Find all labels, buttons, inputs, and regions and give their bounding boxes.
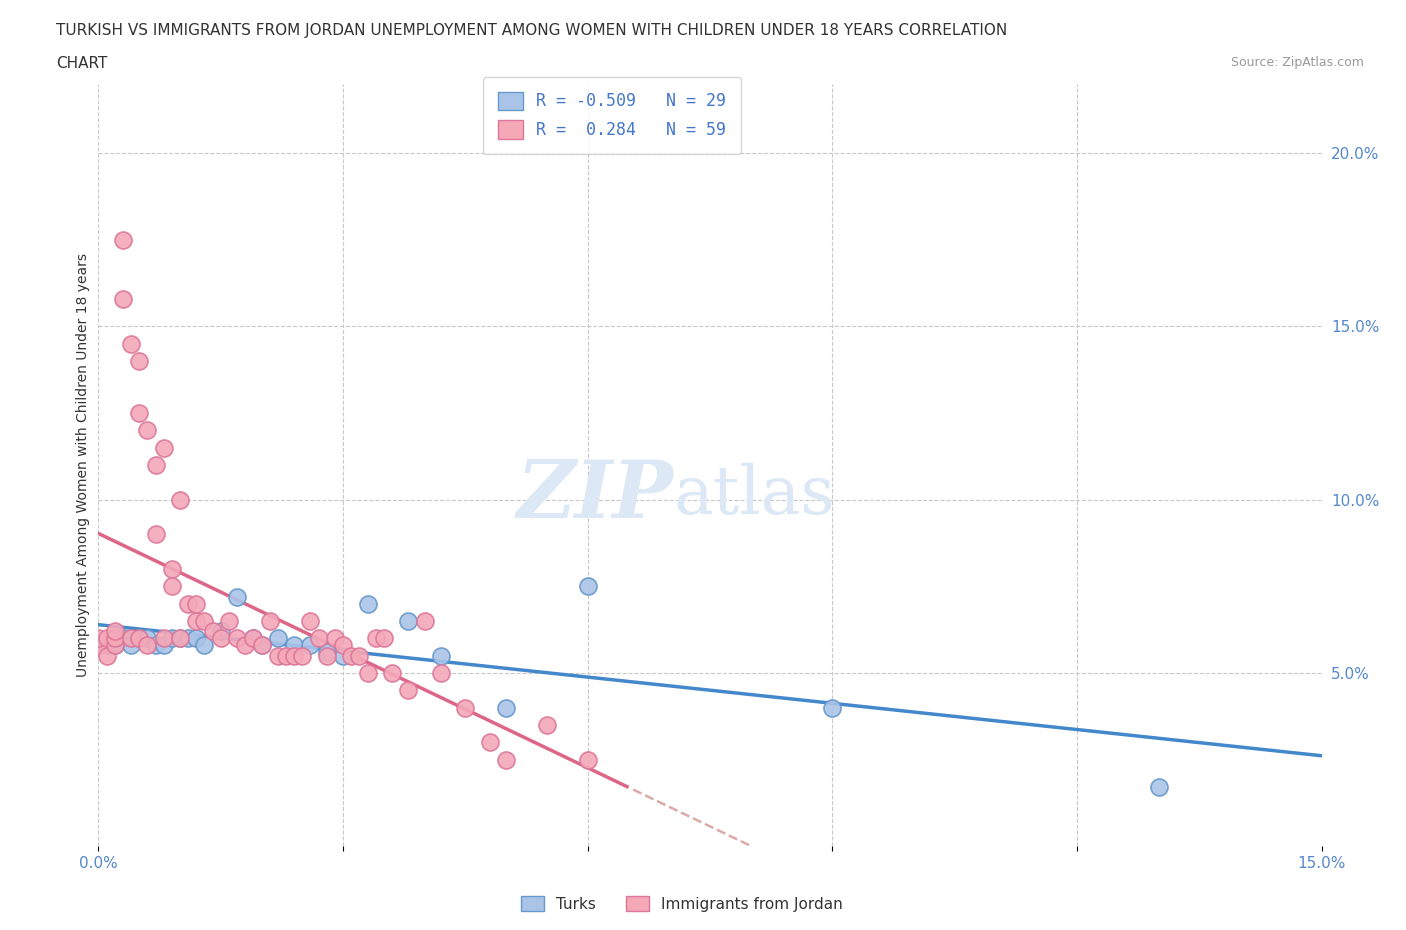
Text: atlas: atlas [673, 463, 835, 528]
Point [186, 596, 208, 611]
Text: ZIP: ZIP [516, 457, 673, 534]
Point [87, 631, 110, 645]
Point [259, 614, 281, 629]
Legend: Turks, Immigrants from Jordan: Turks, Immigrants from Jordan [515, 889, 849, 918]
Point [454, 700, 477, 715]
Point [1147, 780, 1170, 795]
Point [821, 700, 844, 715]
Point [186, 631, 208, 645]
Point [111, 232, 134, 247]
Point [478, 735, 501, 750]
Point [242, 631, 264, 645]
Point [381, 666, 404, 681]
Point [495, 752, 517, 767]
Point [160, 631, 183, 645]
Point [104, 631, 127, 645]
Point [242, 631, 264, 645]
Point [299, 614, 322, 629]
Point [209, 631, 232, 645]
Point [536, 718, 558, 733]
Point [430, 666, 453, 681]
Point [169, 631, 191, 645]
Point [209, 624, 232, 639]
Point [356, 596, 378, 611]
Text: TURKISH VS IMMIGRANTS FROM JORDAN UNEMPLOYMENT AMONG WOMEN WITH CHILDREN UNDER 1: TURKISH VS IMMIGRANTS FROM JORDAN UNEMPL… [56, 23, 1008, 38]
Point [96, 638, 118, 653]
Point [356, 666, 378, 681]
Point [233, 638, 256, 653]
Point [495, 700, 517, 715]
Point [413, 614, 436, 629]
Point [160, 562, 183, 577]
Point [283, 638, 305, 653]
Point [136, 638, 159, 653]
Point [128, 631, 150, 645]
Point [323, 631, 346, 645]
Point [160, 578, 183, 593]
Point [128, 405, 150, 420]
Point [218, 614, 240, 629]
Point [332, 648, 354, 663]
Text: CHART: CHART [56, 56, 108, 71]
Point [299, 638, 322, 653]
Point [145, 527, 167, 542]
Point [396, 614, 419, 629]
Text: Source: ZipAtlas.com: Source: ZipAtlas.com [1230, 56, 1364, 69]
Point [152, 631, 174, 645]
Point [111, 631, 134, 645]
Point [111, 291, 134, 306]
Legend: R = -0.509   N = 29, R =  0.284   N = 59: R = -0.509 N = 29, R = 0.284 N = 59 [484, 77, 741, 154]
Point [267, 648, 290, 663]
Point [308, 631, 330, 645]
Point [576, 752, 599, 767]
Point [267, 631, 290, 645]
Point [193, 638, 215, 653]
Point [315, 648, 337, 663]
Point [340, 648, 363, 663]
Point [291, 648, 314, 663]
Point [332, 638, 354, 653]
Point [201, 624, 224, 639]
Point [250, 638, 273, 653]
Point [250, 638, 273, 653]
Y-axis label: Unemployment Among Women with Children Under 18 years: Unemployment Among Women with Children U… [76, 253, 90, 677]
Point [104, 624, 127, 639]
Point [430, 648, 453, 663]
Point [396, 683, 419, 698]
Point [169, 631, 191, 645]
Point [226, 590, 249, 604]
Point [274, 648, 297, 663]
Point [136, 423, 159, 438]
Point [576, 578, 599, 593]
Point [364, 631, 387, 645]
Point [349, 648, 371, 663]
Point [193, 614, 215, 629]
Point [104, 638, 127, 653]
Point [120, 638, 142, 653]
Point [152, 440, 174, 455]
Point [104, 638, 127, 653]
Point [226, 631, 249, 645]
Point [128, 353, 150, 368]
Point [145, 458, 167, 472]
Point [87, 638, 110, 653]
Point [128, 631, 150, 645]
Point [120, 337, 142, 352]
Point [315, 644, 337, 659]
Point [373, 631, 395, 645]
Point [283, 648, 305, 663]
Point [136, 631, 159, 645]
Point [120, 631, 142, 645]
Point [96, 631, 118, 645]
Point [177, 596, 200, 611]
Point [169, 492, 191, 507]
Point [145, 638, 167, 653]
Point [177, 631, 200, 645]
Point [152, 638, 174, 653]
Point [96, 648, 118, 663]
Point [186, 614, 208, 629]
